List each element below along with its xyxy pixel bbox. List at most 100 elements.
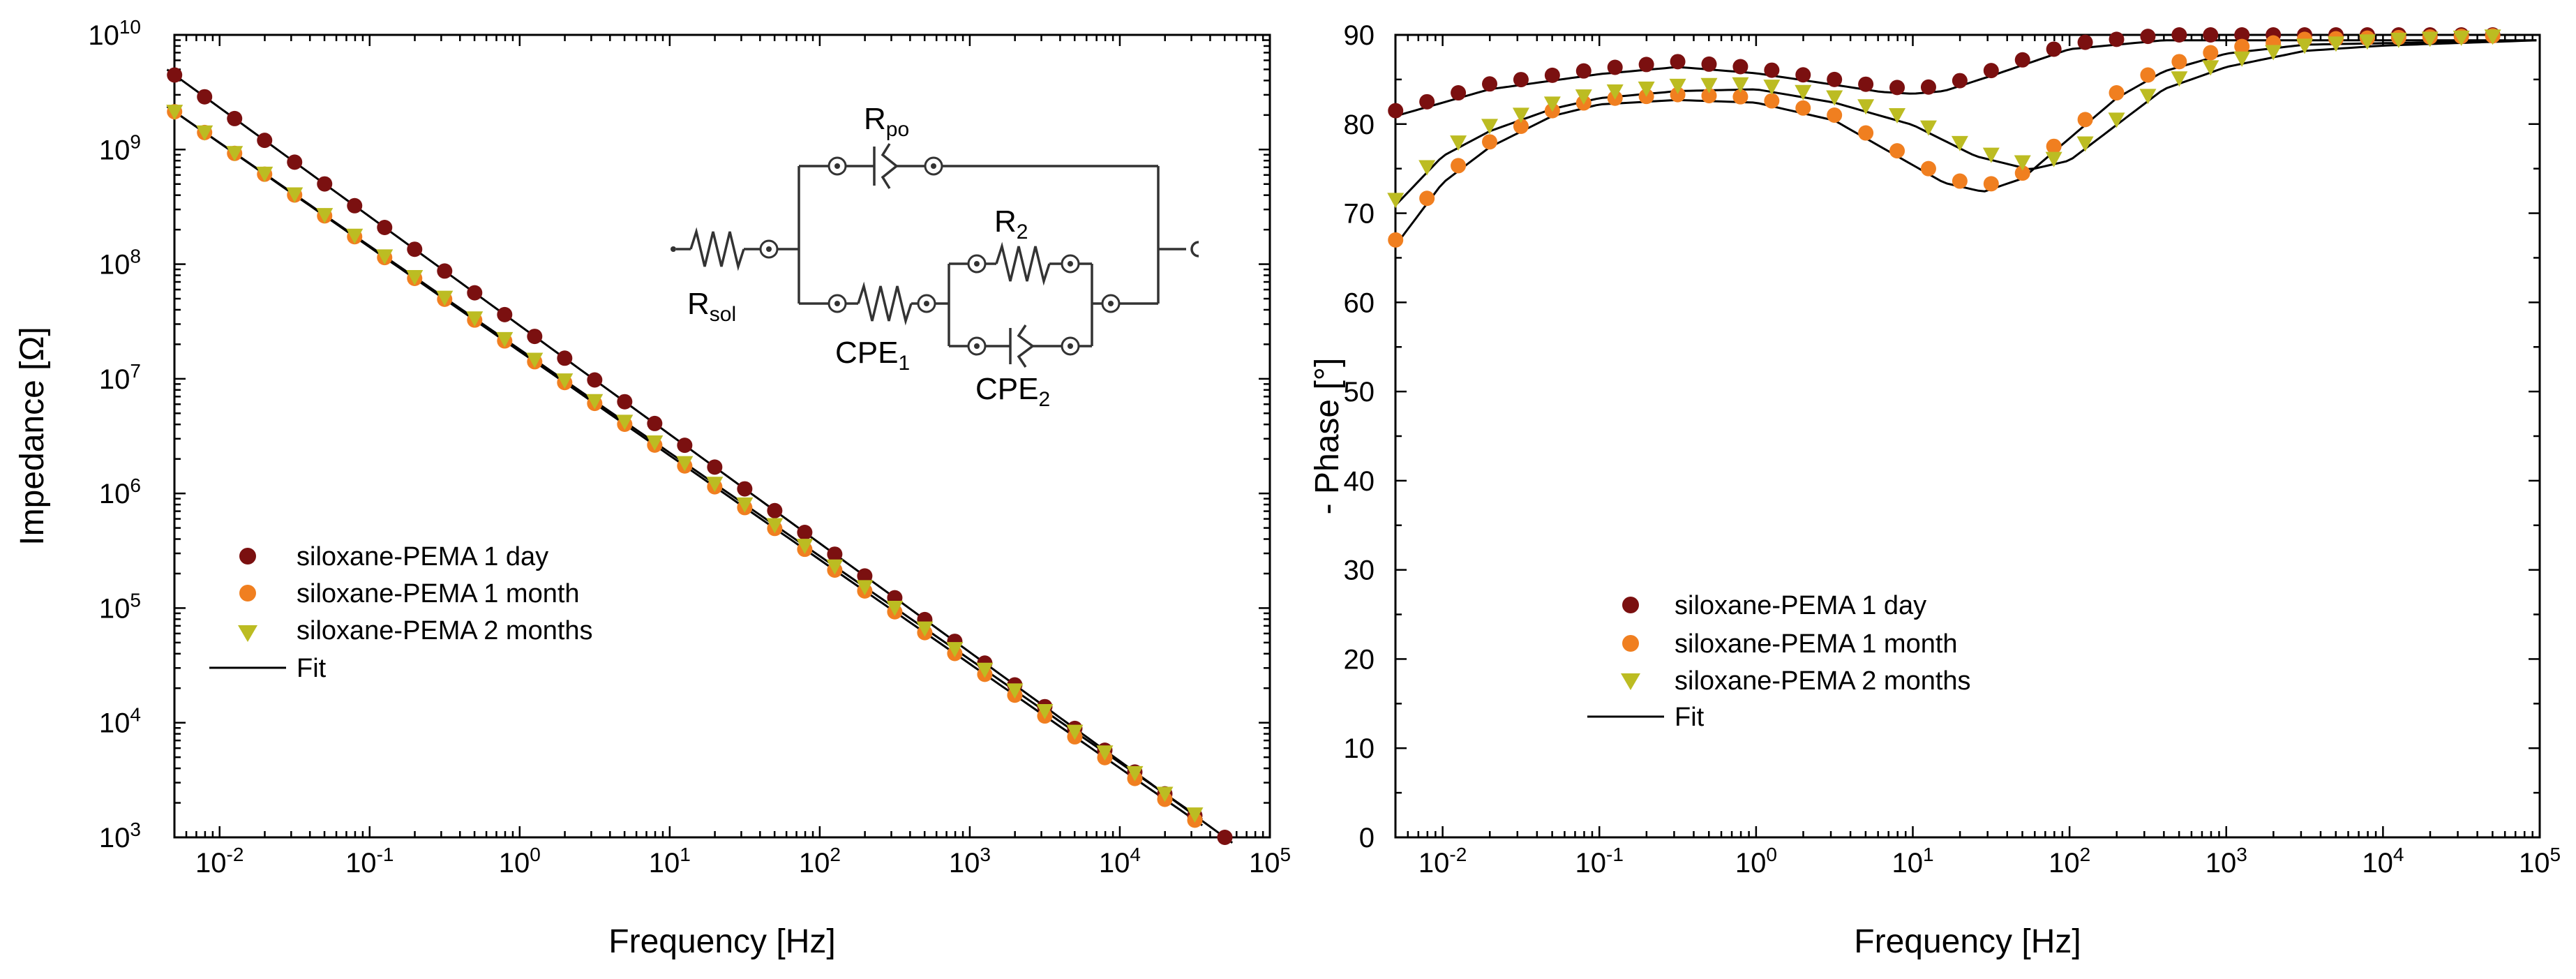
data-point-24 xyxy=(2139,89,2157,105)
impedance-data-points xyxy=(166,67,1233,845)
y-tick-label: 0 xyxy=(1359,823,1375,853)
data-point-16 xyxy=(647,415,663,431)
data-point-23 xyxy=(2109,31,2125,47)
label-r-po: Rpo xyxy=(864,102,909,141)
data-point-1 xyxy=(197,89,213,105)
data-point-15 xyxy=(616,414,634,431)
data-point-19 xyxy=(736,497,754,513)
y-tick-label: 50 xyxy=(1344,377,1375,408)
data-point-9 xyxy=(437,263,453,279)
impedance-chart: 10-2 10-1 100 101 102 103 104 105 1031041051061… xyxy=(14,16,1291,960)
data-point-4 xyxy=(1513,72,1529,88)
data-point-6 xyxy=(347,197,363,214)
data-point-9 xyxy=(1670,54,1686,70)
x-tick-label: 100 xyxy=(1735,844,1777,879)
data-point-11 xyxy=(497,306,513,322)
data-point-15 xyxy=(1858,125,1874,141)
y-tick-label: 103 xyxy=(99,819,141,853)
data-point-10 xyxy=(1700,77,1718,94)
data-point-26 xyxy=(946,642,964,658)
data-point-20 xyxy=(2014,52,2030,68)
data-point-27 xyxy=(976,662,994,678)
data-point-24 xyxy=(2140,67,2156,83)
x-tick-label: 103 xyxy=(2206,844,2247,879)
impedance-y-axis-title: Impedance [Ω] xyxy=(14,327,51,545)
data-point-2 xyxy=(226,146,244,162)
data-point-18 xyxy=(707,459,723,475)
data-point-21 xyxy=(2045,151,2062,167)
data-point-17 xyxy=(1920,79,1936,95)
fit-line-1 xyxy=(1394,39,2537,246)
data-point-34 xyxy=(1186,807,1204,823)
resistor-r2 xyxy=(995,241,1051,286)
data-point-16 xyxy=(1889,80,1905,96)
data-point-33 xyxy=(1156,786,1174,802)
y-tick-label: 60 xyxy=(1344,287,1375,318)
data-point-8 xyxy=(1638,57,1654,73)
data-point-20 xyxy=(767,502,783,518)
label-cpe2: CPE2 xyxy=(975,372,1050,411)
data-point-19 xyxy=(1983,63,1999,79)
circuit-terminal-right xyxy=(1190,241,1199,257)
impedance-plot-frame xyxy=(173,33,1271,839)
data-point-7 xyxy=(1607,59,1623,75)
data-point-6 xyxy=(1575,63,1592,79)
legend-label-1day: siloxane-PEMA 1 day xyxy=(297,542,548,571)
x-tick-label: 102 xyxy=(799,844,841,879)
legend-marker-1month xyxy=(239,585,256,601)
cpe-r-po-plate-2 xyxy=(881,143,899,189)
data-point-3 xyxy=(1482,134,1498,150)
data-point-23 xyxy=(2108,112,2125,128)
data-point-8 xyxy=(407,241,423,257)
data-point-3 xyxy=(1482,76,1498,92)
data-point-10 xyxy=(466,311,484,327)
data-point-23 xyxy=(857,568,873,584)
data-point-30 xyxy=(2327,36,2344,52)
x-tick-label: 10-1 xyxy=(345,844,394,879)
data-point-25 xyxy=(2171,54,2187,70)
data-point-14 xyxy=(1826,90,1843,106)
data-point-19 xyxy=(1982,147,2000,163)
impedance-x-tick-labels: 10-2 10-1 100 101 102 103 104 105 xyxy=(195,844,1291,879)
data-point-32 xyxy=(1126,765,1144,782)
data-point-1 xyxy=(1419,190,1435,207)
data-point-8 xyxy=(406,270,424,286)
data-point-28 xyxy=(1006,683,1024,699)
data-point-12 xyxy=(1764,93,1780,109)
data-point-27 xyxy=(2234,38,2250,54)
data-point-18 xyxy=(1952,73,1968,89)
phase-x-axis-title: Frequency [Hz] xyxy=(1854,923,2081,960)
data-point-31 xyxy=(1096,745,1114,761)
phase-y-axis-title: - Phase [°] xyxy=(1309,358,1346,515)
x-tick-label: 10-1 xyxy=(1575,844,1624,879)
data-point-28 xyxy=(2265,45,2282,61)
data-point-15 xyxy=(617,394,633,410)
data-point-6 xyxy=(1575,89,1592,105)
data-point-20 xyxy=(2014,165,2030,181)
data-point-1 xyxy=(1418,160,1436,176)
data-point-13 xyxy=(1795,67,1811,83)
data-point-25 xyxy=(916,621,934,637)
data-point-9 xyxy=(1670,87,1686,103)
legend-marker-1month xyxy=(1622,635,1639,652)
data-point-14 xyxy=(1827,71,1843,87)
data-point-13 xyxy=(557,350,573,366)
legend-label-2months: siloxane-PEMA 2 months xyxy=(1675,666,1971,696)
data-point-21 xyxy=(796,539,814,555)
data-point-14 xyxy=(1827,107,1843,123)
data-point-21 xyxy=(2046,41,2062,57)
legend-marker-1day xyxy=(1622,597,1639,613)
data-point-0 xyxy=(166,105,184,121)
data-point-29 xyxy=(1036,704,1054,720)
data-point-20 xyxy=(766,518,784,534)
data-point-19 xyxy=(737,481,753,497)
legend-marker-2months xyxy=(1621,673,1640,690)
phase-chart: 10-2 10-1 100 101 102 103 104 105 0 10 20 30 40 50 60… xyxy=(1309,20,2561,960)
data-point-1 xyxy=(196,125,214,141)
data-point-14 xyxy=(586,394,604,410)
data-point-15 xyxy=(1857,99,1875,115)
data-point-11 xyxy=(1732,59,1748,75)
label-r2: R2 xyxy=(994,204,1028,244)
data-point-18 xyxy=(706,477,724,493)
